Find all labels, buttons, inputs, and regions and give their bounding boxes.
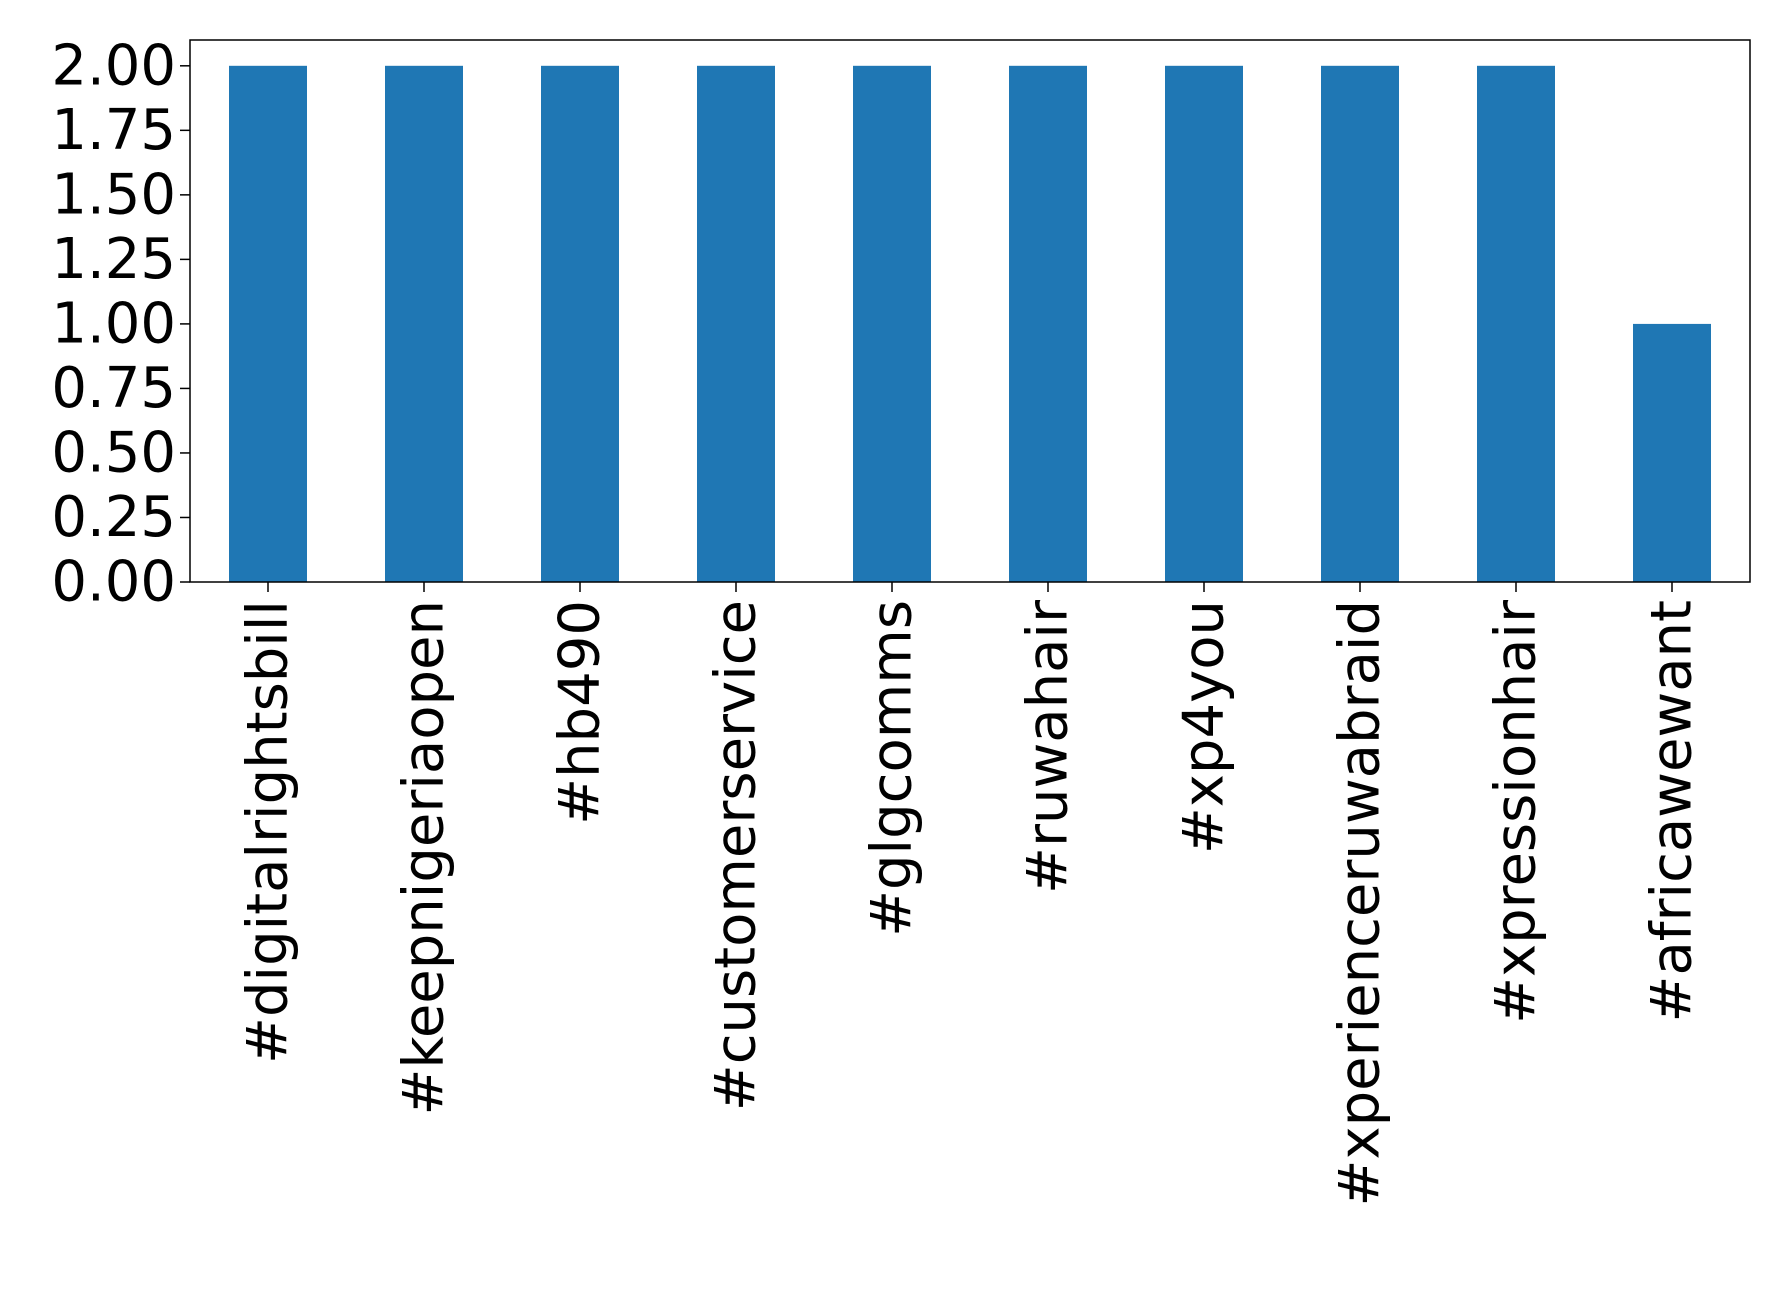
x-tick-label-customerservice: #customerservice [704, 600, 769, 1111]
plot-frame [189, 39, 1751, 583]
bar-africawewant [1633, 323, 1711, 582]
x-axis: #digitalrightsbill #keepnigeriaopen #hb490… [236, 582, 1705, 1206]
bar-ruwahair [1009, 65, 1087, 583]
bar-hb490 [541, 65, 619, 583]
y-tick-label: 0.50 [51, 420, 176, 485]
bars-layer [229, 65, 1711, 583]
y-tick-label: 0.25 [51, 485, 176, 550]
x-tick-label-digitalrightsbill: #digitalrightsbill [236, 600, 301, 1064]
x-tick-label-xp4you: #xp4you [1172, 600, 1237, 854]
bar-glgcomms [853, 65, 931, 583]
x-tick-label-xpressionhair: #xpressionhair [1484, 599, 1549, 1024]
x-tick-label-ruwahair: #ruwahair [1016, 599, 1081, 894]
y-axis: 0.000.250.500.751.001.251.501.752.00 [51, 33, 190, 615]
y-tick-label: 1.50 [51, 162, 176, 227]
y-tick-label: 1.75 [51, 98, 176, 163]
y-tick-label: 1.25 [51, 227, 176, 292]
bar-digitalrightsbill [229, 65, 307, 583]
bar-xpressionhair [1477, 65, 1555, 583]
x-tick-label-keepnigeriaopen: #keepnigeriaopen [392, 600, 457, 1116]
x-tick-label-xperienceruwabraid: #xperienceruwabraid [1328, 600, 1393, 1206]
y-tick-label: 0.00 [51, 550, 176, 615]
x-tick-label-glgcomms: #glgcomms [860, 600, 925, 937]
y-tick-label: 2.00 [51, 33, 176, 98]
x-tick-label-africawewant: #africawewant [1640, 600, 1705, 1022]
bar-xp4you [1165, 65, 1243, 583]
bar-xperienceruwabraid [1321, 65, 1399, 583]
x-tick-label-hb490: #hb490 [548, 600, 613, 825]
y-tick-label: 1.00 [51, 291, 176, 356]
y-tick-label: 0.75 [51, 356, 176, 421]
bar-customerservice [697, 65, 775, 583]
bar-keepnigeriaopen [385, 65, 463, 583]
